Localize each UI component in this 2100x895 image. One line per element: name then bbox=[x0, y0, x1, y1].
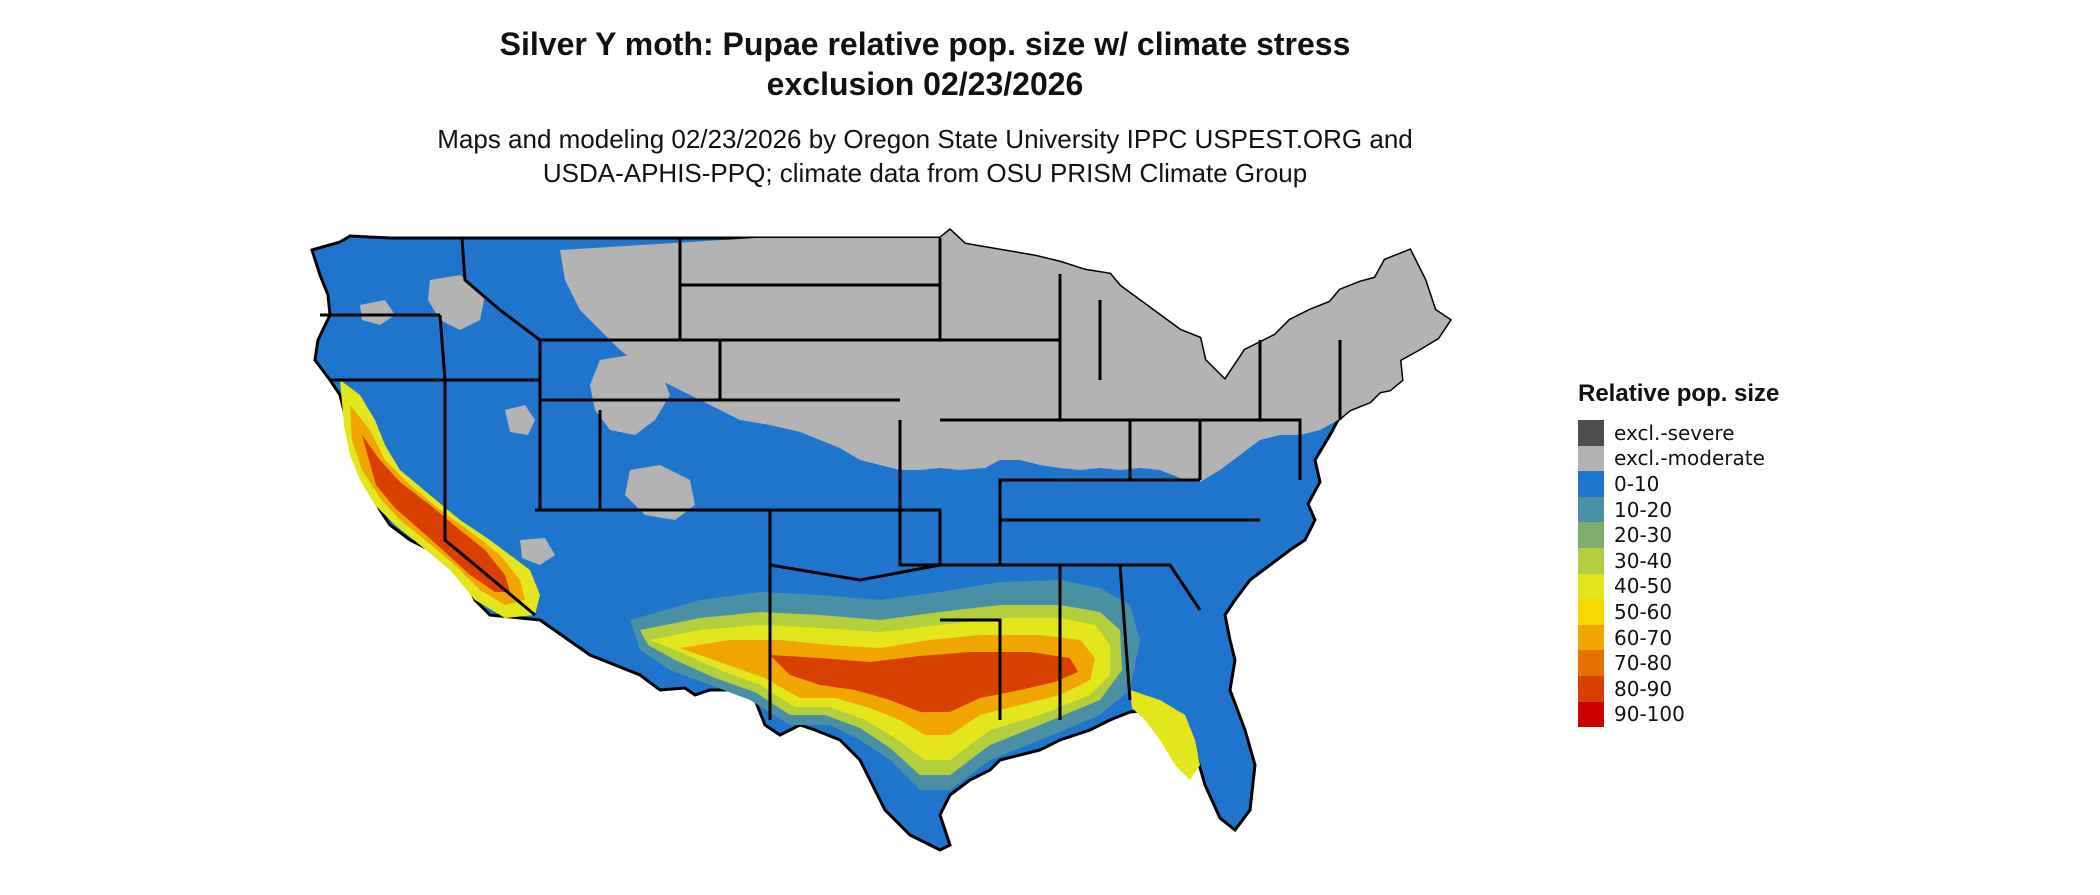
legend-swatch bbox=[1578, 496, 1604, 523]
excluded-new-mexico bbox=[520, 538, 555, 565]
legend-swatch bbox=[1578, 547, 1604, 574]
legend-item: 50-60 bbox=[1578, 599, 1779, 625]
legend-swatch bbox=[1578, 522, 1604, 548]
us-map-svg bbox=[310, 228, 1453, 852]
border-wi-mi bbox=[1058, 274, 1102, 380]
state-borders bbox=[320, 237, 1342, 720]
legend-title: Relative pop. size bbox=[1578, 380, 1780, 407]
legend-swatch bbox=[1578, 420, 1604, 446]
legend-item: 10-20 bbox=[1578, 496, 1779, 523]
legend-swatch bbox=[1578, 445, 1604, 472]
subtitle-line-1: Maps and modeling 02/23/2026 by Oregon S… bbox=[437, 124, 1413, 154]
border-al-ga bbox=[1060, 563, 1202, 701]
border-ne-states bbox=[1200, 340, 1342, 480]
legend-label: 30-40 bbox=[1614, 548, 1673, 573]
legend-label: excl.-severe bbox=[1614, 420, 1735, 445]
title-line-1: Silver Y moth: Pupae relative pop. size … bbox=[499, 26, 1351, 62]
legend-swatch bbox=[1578, 650, 1604, 676]
legend-label: 80-90 bbox=[1614, 676, 1673, 701]
legend-item: 90-100 bbox=[1578, 701, 1779, 728]
legend-label: 10-20 bbox=[1614, 497, 1673, 522]
legend-label: 20-30 bbox=[1614, 523, 1673, 548]
legend-item: 80-90 bbox=[1578, 675, 1779, 702]
legend-label: 40-50 bbox=[1614, 574, 1673, 599]
zone-florida-yellow bbox=[1130, 690, 1200, 780]
title-line-2: exclusion 02/23/2026 bbox=[766, 66, 1084, 102]
legend-item: 30-40 bbox=[1578, 547, 1779, 574]
map-title: Silver Y moth: Pupae relative pop. size … bbox=[0, 24, 1850, 104]
legend-swatch bbox=[1578, 675, 1604, 702]
subtitle-line-2: USDA-APHIS-PPQ; climate data from OSU PR… bbox=[542, 158, 1308, 188]
legend-label: 60-70 bbox=[1614, 625, 1673, 650]
legend-item: 0-10 bbox=[1578, 471, 1779, 497]
legend-item: 60-70 bbox=[1578, 624, 1779, 651]
legend-label: excl.-moderate bbox=[1614, 446, 1765, 471]
border-tn-ky bbox=[1000, 478, 1260, 522]
excluded-colorado bbox=[625, 465, 695, 520]
legend-item: excl.-moderate bbox=[1578, 445, 1779, 472]
legend-item: 20-30 bbox=[1578, 522, 1779, 548]
map-subtitle: Maps and modeling 02/23/2026 by Oregon S… bbox=[0, 122, 1850, 190]
legend-swatch bbox=[1578, 599, 1604, 625]
excluded-rockies bbox=[590, 355, 670, 435]
legend-swatch bbox=[1578, 624, 1604, 651]
excluded-utah bbox=[505, 405, 535, 435]
legend-label: 0-10 bbox=[1614, 471, 1660, 496]
border-nv bbox=[443, 380, 536, 617]
legend-swatch bbox=[1578, 701, 1604, 728]
legend-item: 40-50 bbox=[1578, 573, 1779, 600]
legend-label: 50-60 bbox=[1614, 599, 1673, 624]
us-map bbox=[300, 220, 1570, 890]
legend: Relative pop. size excl.-severe excl.-mod… bbox=[1578, 380, 1780, 728]
excluded-wyoming-spots bbox=[360, 300, 395, 325]
excluded-idaho bbox=[428, 275, 485, 330]
legend-label: 90-100 bbox=[1614, 702, 1685, 727]
legend-item: excl.-severe bbox=[1578, 420, 1779, 446]
legend-items: excl.-severe excl.-moderate 0-10 10-20 20-30… bbox=[1578, 420, 1779, 728]
heat-zones bbox=[340, 380, 1200, 790]
border-mn-ia bbox=[940, 338, 1062, 422]
zone-sw-red bbox=[362, 435, 510, 592]
legend-swatch bbox=[1578, 471, 1604, 497]
legend-item: 70-80 bbox=[1578, 650, 1779, 676]
legend-label: 70-80 bbox=[1614, 651, 1673, 676]
legend-swatch bbox=[1578, 573, 1604, 600]
